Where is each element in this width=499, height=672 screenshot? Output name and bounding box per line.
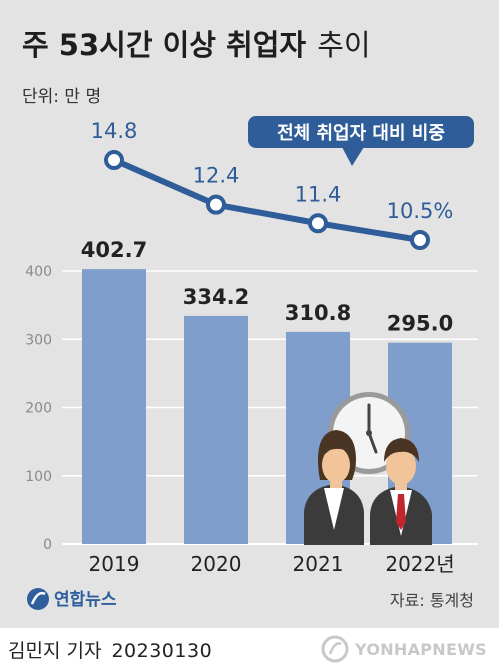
watermark-text: YONHAPNEWS — [355, 639, 487, 659]
series-line — [111, 157, 423, 243]
title-sub: 추이 — [317, 28, 370, 62]
line-value-label: 11.4 — [295, 182, 342, 206]
bar-value-label: 334.2 — [183, 285, 249, 309]
y-tick-label: 400 — [25, 264, 52, 280]
bar-value-label: 402.7 — [81, 238, 147, 262]
yonhap-logo-icon — [27, 588, 49, 610]
callout-text: 전체 취업자 대비 비중 — [277, 123, 445, 144]
line-series: 14.8 12.4 11.4 10.5% — [91, 119, 454, 250]
title-main: 주 53시간 이상 취업자 — [22, 28, 306, 62]
line-value-label: 14.8 — [91, 119, 138, 143]
series-callout: 전체 취업자 대비 비중 — [248, 116, 474, 166]
x-tick-label: 2019 — [89, 552, 140, 576]
x-tick-label: 2020 — [191, 552, 242, 576]
worker-man-icon — [370, 438, 432, 545]
x-tick-label: 2022년 — [385, 552, 454, 576]
line-point — [104, 150, 124, 171]
reporter-name: 김민지 기자 — [8, 640, 102, 662]
line-value-label: 10.5% — [387, 199, 454, 223]
publish-date: 20230130 — [111, 640, 213, 662]
line-point — [206, 194, 226, 215]
bar-labels: 402.7 334.2 310.8 295.0 — [81, 238, 453, 336]
yonhap-logo: 연합뉴스 — [27, 588, 117, 610]
y-tick-label: 200 — [25, 401, 52, 417]
callout-pointer — [342, 147, 364, 166]
infographic-card: 주 53시간 이상 취업자 추이 단위: 만 명 0 100 200 300 400 4… — [0, 0, 499, 628]
logo-text: 연합뉴스 — [54, 589, 117, 610]
line-point — [410, 230, 430, 250]
x-axis-ticks: 2019 2020 2021 2022년 — [89, 552, 455, 576]
worker-woman-icon — [304, 430, 364, 545]
footer: 김민지 기자 20230130 YONHAPNEWS — [0, 628, 499, 672]
y-tick-label: 100 — [25, 469, 52, 485]
bar — [82, 269, 146, 544]
source-label: 자료: 통계청 — [390, 591, 474, 610]
x-tick-label: 2021 — [293, 552, 344, 576]
watermark: YONHAPNEWS — [321, 634, 487, 664]
unit-label: 단위: 만 명 — [22, 87, 101, 107]
y-tick-label: 300 — [25, 332, 52, 348]
byline: 김민지 기자 20230130 — [8, 636, 212, 663]
line-point — [308, 213, 328, 234]
chart: 주 53시간 이상 취업자 추이 단위: 만 명 0 100 200 300 400 4… — [22, 28, 478, 610]
chart-title: 주 53시간 이상 취업자 추이 — [22, 28, 371, 62]
y-tick-label: 0 — [43, 537, 52, 553]
bar — [184, 315, 248, 544]
callout-box — [248, 116, 474, 148]
watermark-logo-icon — [321, 635, 349, 663]
bar-value-label: 310.8 — [285, 301, 351, 325]
bar-value-label: 295.0 — [387, 312, 453, 336]
line-value-label: 12.4 — [193, 164, 240, 188]
